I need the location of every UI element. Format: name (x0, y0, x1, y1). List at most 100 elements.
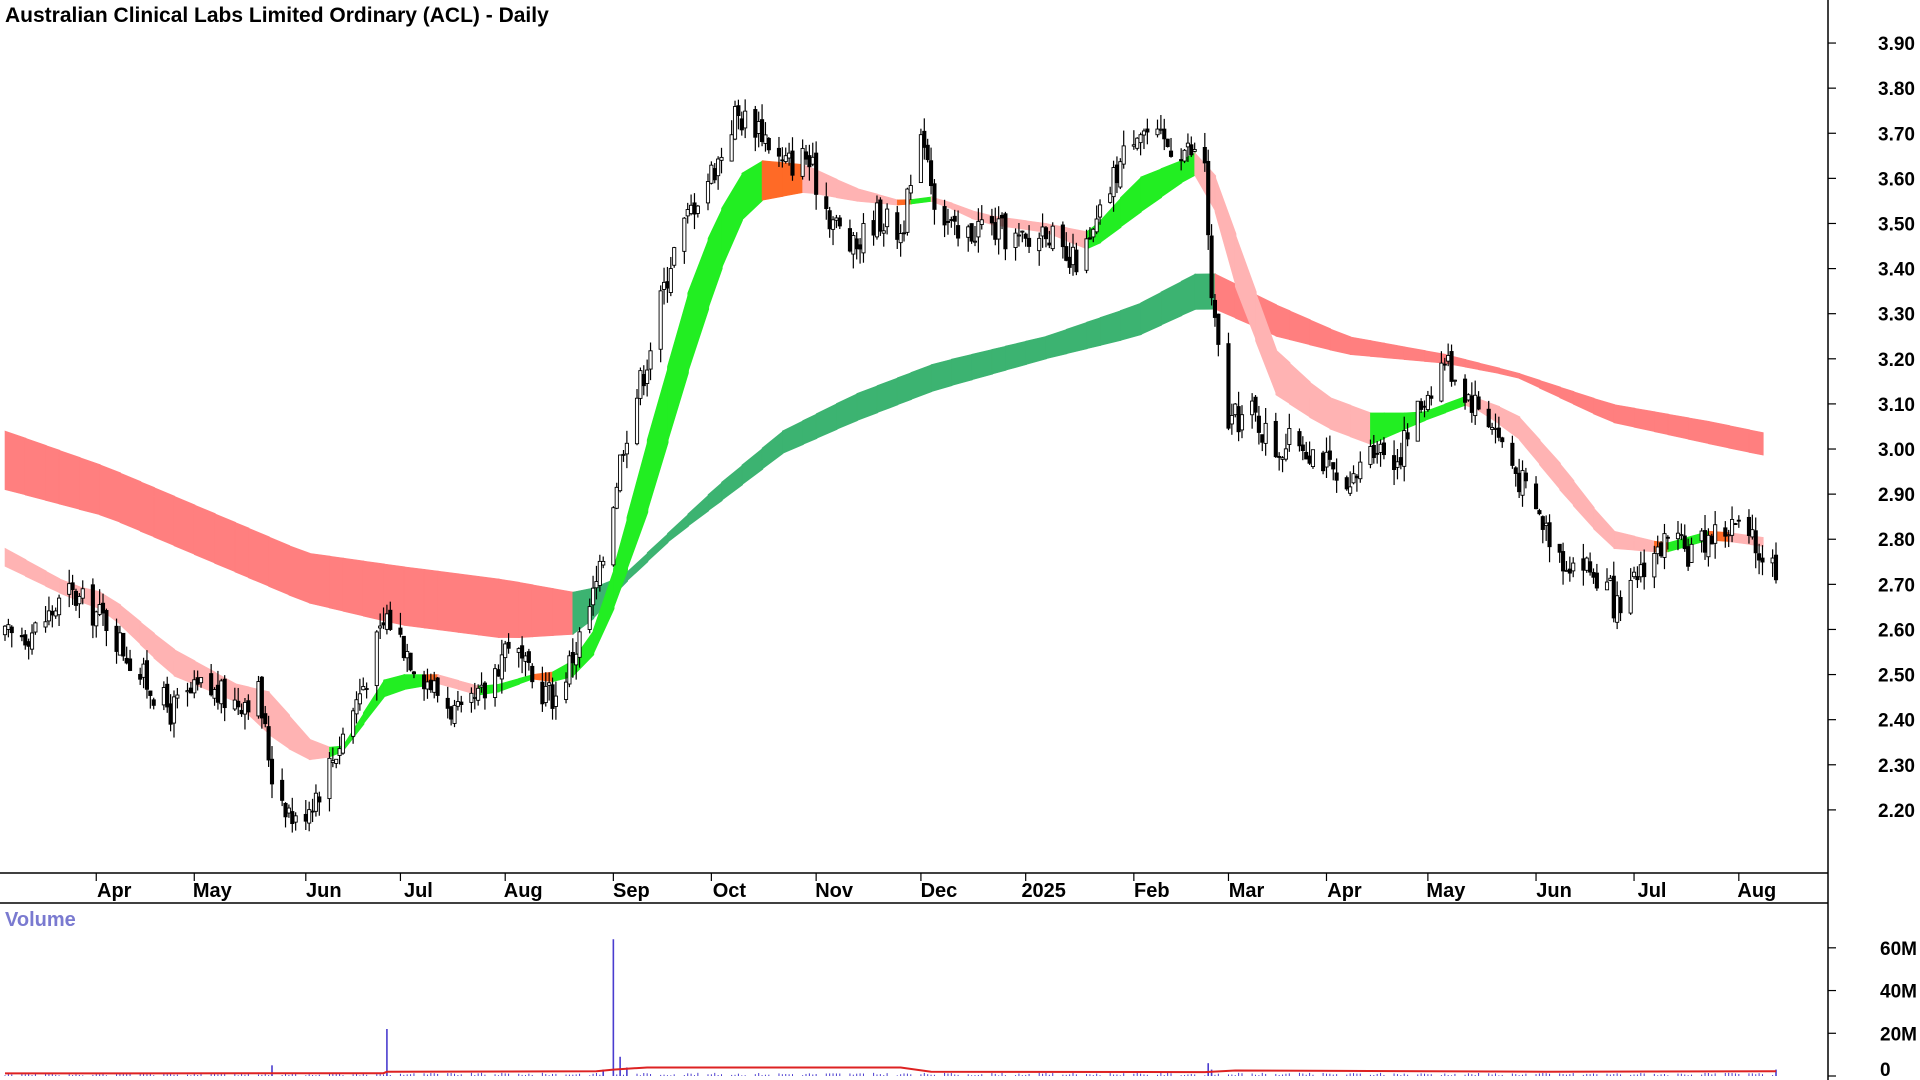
candle-up (1615, 595, 1620, 623)
volume-tick-label: 60M (1880, 939, 1917, 960)
candle-down (1486, 408, 1491, 428)
candle-down (526, 651, 531, 663)
long-term-band-segment (45, 444, 61, 505)
date-tick-label: Apr (1327, 880, 1362, 902)
candle-up (1155, 128, 1160, 136)
candle-down (1354, 475, 1359, 479)
candle-down (854, 238, 859, 250)
candle-down (1594, 572, 1599, 589)
candle-down (1642, 562, 1647, 578)
candle-up (543, 685, 548, 703)
candle-up (996, 218, 1001, 240)
candle-down (895, 212, 900, 240)
candle-down (1074, 249, 1079, 273)
volume-tick-label: 0 (1880, 1060, 1891, 1080)
candle-down (188, 687, 193, 694)
candle-up (908, 185, 913, 194)
short-term-band-segment (626, 439, 649, 571)
price-tick-label: 3.90 (1878, 34, 1915, 55)
date-tick-label: Mar (1229, 880, 1265, 902)
candle-down (807, 155, 812, 168)
date-tick-label: Aug (1737, 880, 1776, 902)
candle-down (847, 228, 852, 252)
candle-down (1297, 431, 1302, 447)
long-term-band-segment (423, 569, 439, 631)
candle-down (665, 281, 670, 289)
candle-down (1496, 427, 1501, 438)
candle-down (1709, 535, 1714, 545)
candle-up (1192, 149, 1197, 152)
candle-up (614, 486, 619, 509)
long-term-band-segment (1120, 302, 1142, 341)
candle-down (138, 674, 143, 680)
candle-up (587, 606, 592, 630)
candle-up (94, 611, 99, 627)
candle-up (337, 748, 342, 756)
candle-down (1202, 146, 1207, 164)
short-term-band-segment (761, 160, 784, 201)
long-term-band-segment (721, 464, 743, 502)
candle-down (1557, 543, 1562, 553)
candle-up (1520, 470, 1525, 496)
long-term-band-segment (971, 348, 993, 381)
price-tick-label: 2.80 (1878, 530, 1915, 551)
candle-down (901, 232, 907, 235)
candle-down (1746, 516, 1752, 536)
long-term-band-segment (896, 372, 912, 406)
long-term-band-segment (1349, 336, 1372, 357)
candle-down (1371, 444, 1376, 459)
long-term-band-segment (626, 552, 649, 582)
candle-down (1611, 575, 1616, 619)
candle-down (1682, 535, 1687, 550)
candle-up (141, 663, 146, 678)
candle-up (1571, 562, 1576, 572)
candle-down (956, 225, 961, 239)
candle-up (374, 631, 379, 687)
candle-down (1256, 415, 1261, 433)
volume-bars (4, 939, 1777, 1076)
candle-up (330, 760, 335, 763)
long-term-band-segment (99, 464, 122, 523)
candle-up (29, 632, 35, 650)
candle-up (621, 453, 626, 456)
candle-down (411, 671, 417, 675)
long-term-band-segment (362, 560, 385, 622)
long-term-band-segment (403, 566, 426, 629)
date-tick-label: Aug (504, 880, 543, 902)
candle-down (482, 682, 487, 699)
short-term-band-segment (1383, 412, 1406, 439)
candle-up (1402, 430, 1407, 467)
long-term-band-segment (24, 437, 47, 501)
candle-up (378, 625, 383, 629)
candle-down (570, 651, 575, 664)
candle-down (999, 214, 1005, 219)
date-tick-label: Apr (97, 880, 132, 902)
candle-down (70, 582, 75, 591)
candle-down (692, 202, 697, 215)
candle-up (1070, 246, 1076, 266)
candle-up (334, 758, 339, 764)
candle-down (1327, 450, 1332, 460)
candle-down (1449, 351, 1454, 382)
candle-up (743, 110, 748, 129)
candle-down (1023, 233, 1028, 239)
chart-title: Australian Clinical Labs Limited Ordinar… (5, 4, 549, 27)
candle-down (790, 150, 795, 176)
candle-down (1753, 530, 1758, 554)
date-tick-label: Feb (1134, 880, 1170, 902)
candle-down (124, 657, 129, 664)
candle-down (100, 602, 106, 614)
candle-up (1689, 543, 1694, 563)
candle-up (976, 220, 981, 238)
candle-up (1490, 427, 1495, 430)
long-term-band-segment (477, 576, 500, 638)
short-term-band-segment (1140, 168, 1162, 213)
candle-down (1591, 572, 1596, 578)
candle-up (874, 202, 880, 238)
price-candles (2, 99, 1779, 833)
candle-down (128, 658, 133, 671)
candle-up (682, 217, 687, 252)
short-term-band-segment (592, 568, 615, 655)
candle-up (1131, 144, 1136, 147)
candle-up (192, 679, 197, 694)
